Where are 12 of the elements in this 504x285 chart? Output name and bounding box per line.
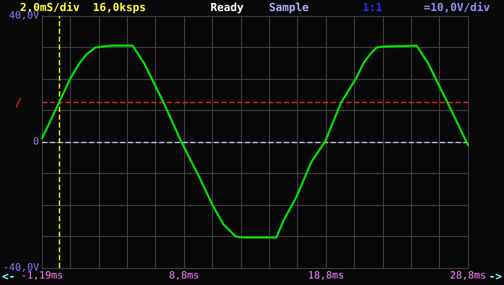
text: Sample <box>269 1 310 14</box>
text: Ready <box>210 1 244 14</box>
x-tick-label: 28,8ms <box>450 270 486 282</box>
ref-line-label: / <box>14 96 22 110</box>
y-tick-label: 0 <box>33 136 40 148</box>
text: =10,0V/div <box>424 1 490 14</box>
x-tick-label: 8,8ms <box>169 270 200 282</box>
text: 1:1 <box>362 1 383 14</box>
x-tick-label: -1,19ms <box>21 270 64 282</box>
x-tick-label: 18,8ms <box>308 270 344 282</box>
line-series <box>41 44 469 238</box>
text: -> <box>488 270 502 283</box>
